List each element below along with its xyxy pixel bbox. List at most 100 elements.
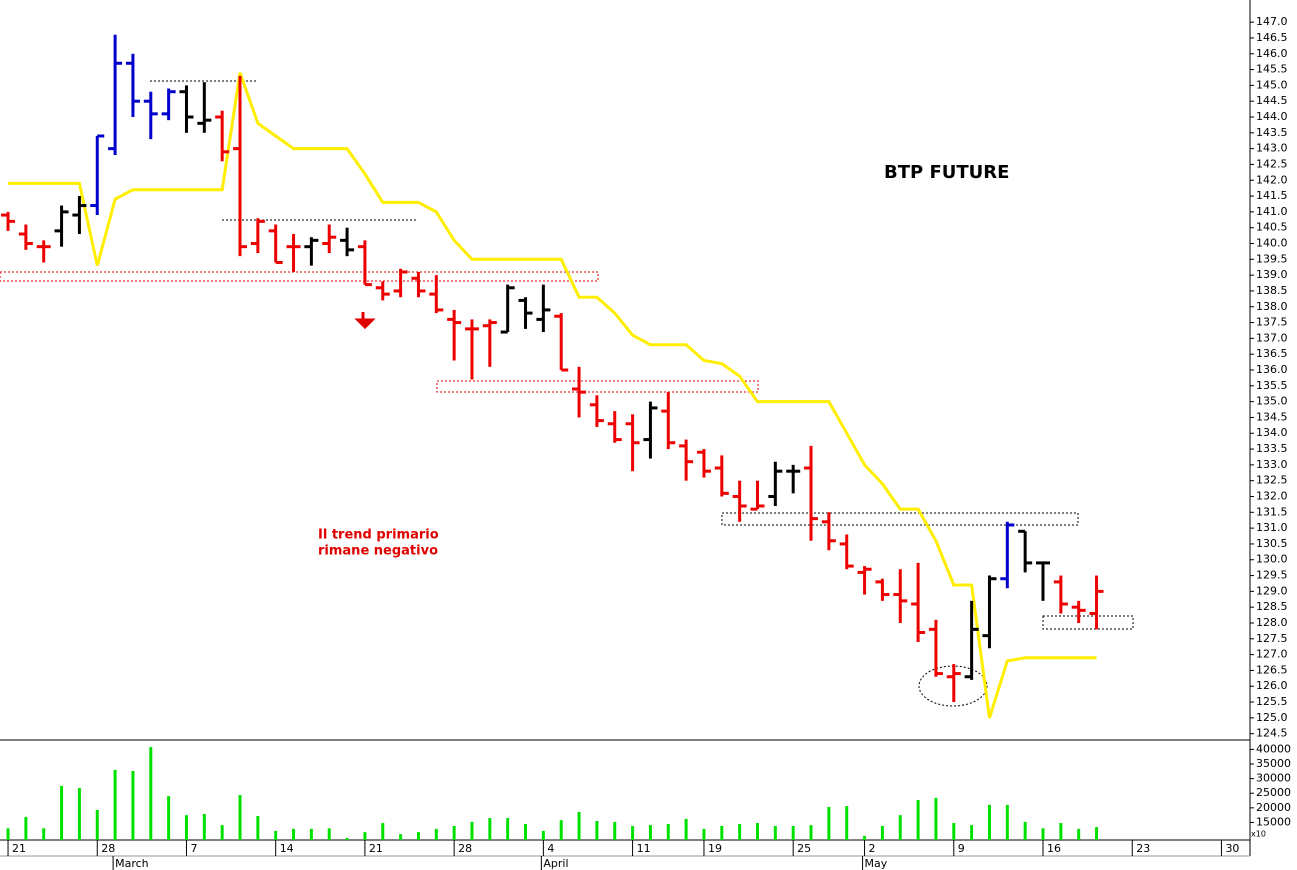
y-tick-label: 132.0 [1256, 489, 1288, 502]
month-label: April [543, 857, 568, 870]
y-tick-label: 125.0 [1256, 711, 1288, 724]
y-tick-label: 126.5 [1256, 663, 1288, 676]
volume-bar [684, 818, 688, 840]
volume-bar [381, 823, 385, 840]
y-tick-label: 130.0 [1256, 553, 1288, 566]
volume-bar [648, 825, 652, 840]
x-tick-label: 14 [280, 842, 294, 855]
y-tick-label: 144.0 [1256, 110, 1288, 123]
volume-bar [434, 828, 438, 840]
y-tick-label: 124.5 [1256, 727, 1288, 740]
x-tick-label: 2 [869, 842, 876, 855]
y-tick-label: 140.5 [1256, 221, 1288, 234]
volume-bar [613, 821, 617, 840]
y-tick-label: 143.0 [1256, 142, 1288, 155]
volume-bar [773, 825, 777, 840]
level-box [721, 512, 1079, 526]
y-tick-label: 142.5 [1256, 157, 1288, 170]
y-tick-label: 129.5 [1256, 569, 1288, 582]
volume-bar [274, 830, 278, 840]
volume-bar [238, 794, 242, 840]
volume-bar [1095, 827, 1099, 840]
month-label: May [865, 857, 888, 870]
volume-bar [6, 828, 10, 840]
volume-bar [167, 796, 171, 840]
volume-bar [1005, 804, 1009, 840]
y-tick-label: 132.5 [1256, 474, 1288, 487]
y-tick-label: 136.5 [1256, 347, 1288, 360]
x-tick-label: 23 [1136, 842, 1150, 855]
y-tick-label: 130.5 [1256, 537, 1288, 550]
volume-bar [595, 821, 599, 840]
y-tick-label: 127.5 [1256, 632, 1288, 645]
level-box [436, 380, 759, 393]
x-tick-label: 28 [101, 842, 115, 855]
volume-bar [256, 816, 260, 840]
level-annotations [0, 80, 1134, 707]
volume-bar [506, 818, 510, 840]
volume-bar [738, 823, 742, 840]
y-tick-label: 135.5 [1256, 379, 1288, 392]
y-tick-label: 147.0 [1256, 15, 1288, 28]
volume-tick-label: 35000 [1256, 757, 1291, 770]
y-tick-label: 128.0 [1256, 616, 1288, 629]
y-tick-label: 137.5 [1256, 316, 1288, 329]
volume-bar [77, 787, 81, 840]
volume-tick-label: 40000 [1256, 742, 1291, 755]
volume-bar [220, 825, 224, 840]
volume-tick-label: 20000 [1256, 801, 1291, 814]
volume-bar [952, 823, 956, 840]
y-tick-label: 128.5 [1256, 600, 1288, 613]
x-tick-label: 25 [797, 842, 811, 855]
volume-bar [702, 828, 706, 840]
volume-bar [559, 820, 563, 840]
volume-bar [60, 785, 64, 840]
x-tick-label: 11 [637, 842, 651, 855]
down-arrow [354, 312, 376, 330]
volume-bar [470, 821, 474, 840]
volume-bar [987, 804, 991, 840]
volume-bar [1023, 821, 1027, 840]
volume-bar [113, 769, 117, 840]
volume-tick-label: 25000 [1256, 786, 1291, 799]
y-tick-label: 139.5 [1256, 252, 1288, 265]
x-tick-label: 7 [190, 842, 197, 855]
y-tick-label: 134.0 [1256, 426, 1288, 439]
x-tick-label: 21 [369, 842, 383, 855]
volume-bar [131, 771, 135, 840]
y-tick-label: 146.5 [1256, 31, 1288, 44]
y-tick-label: 145.0 [1256, 78, 1288, 91]
y-tick-label: 139.0 [1256, 268, 1288, 281]
volume-bar [149, 747, 153, 840]
y-tick-label: 134.5 [1256, 410, 1288, 423]
volume-bar [1059, 823, 1063, 840]
y-tick-label: 133.0 [1256, 458, 1288, 471]
x-tick-label: 9 [958, 842, 965, 855]
volume-bar [416, 832, 420, 840]
y-tick-label: 143.5 [1256, 126, 1288, 139]
y-tick-label: 126.0 [1256, 679, 1288, 692]
y-tick-label: 137.0 [1256, 331, 1288, 344]
volume-bar [524, 823, 528, 840]
volume-bar [827, 806, 831, 840]
y-tick-label: 142.0 [1256, 173, 1288, 186]
volume-bar [1077, 828, 1081, 840]
volume-bar [363, 832, 367, 840]
y-tick-label: 131.0 [1256, 521, 1288, 534]
volume-bar [809, 825, 813, 840]
y-tick-label: 129.0 [1256, 584, 1288, 597]
volume-bar [631, 825, 635, 840]
volume-bar [24, 816, 28, 840]
x-tick-label: 21 [12, 842, 26, 855]
volume-bar [934, 797, 938, 840]
volume-bar [327, 828, 331, 840]
x-tick-label: 28 [458, 842, 472, 855]
volume-bar [916, 799, 920, 840]
volume-bar [791, 825, 795, 840]
volume-bar [184, 815, 188, 840]
volume-tick-label: 30000 [1256, 772, 1291, 785]
volume-bar [1041, 828, 1045, 840]
volume-bar [399, 834, 403, 840]
volume-bar [42, 828, 46, 840]
